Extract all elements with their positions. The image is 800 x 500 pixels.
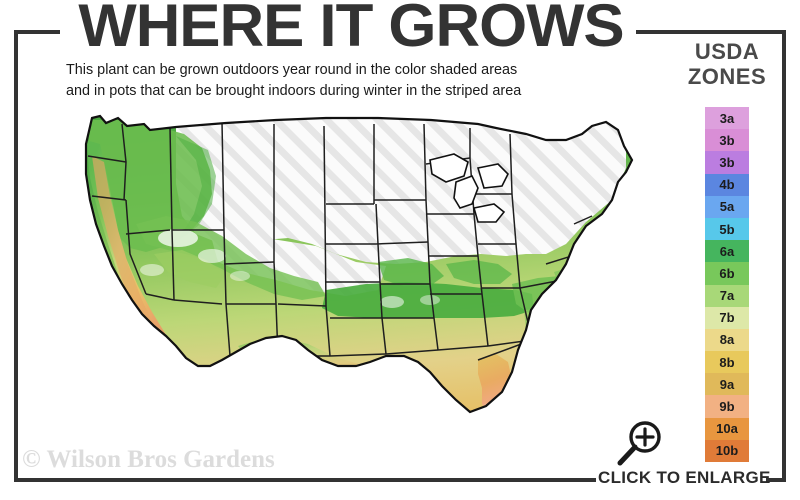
subtitle-line-2: and in pots that can be brought indoors … bbox=[66, 82, 522, 99]
click-to-enlarge-label[interactable]: CLICK TO ENLARGE bbox=[598, 468, 771, 487]
zone-swatch-8b: 8b bbox=[705, 351, 749, 374]
legend-heading: USDA ZONES bbox=[668, 39, 786, 89]
zone-swatch-5b: 5b bbox=[705, 217, 749, 241]
magnifier-svg bbox=[617, 421, 661, 466]
subtitle: This plant can be grown outdoors year ro… bbox=[66, 60, 632, 102]
map-great-lakes bbox=[429, 153, 509, 223]
map-mountain-green bbox=[136, 216, 326, 300]
zone-swatch-7b: 7b bbox=[705, 306, 749, 329]
zone-swatch-3b-1: 3b bbox=[705, 129, 749, 152]
legend-heading-line-2: ZONES bbox=[687, 63, 767, 89]
zone-swatch-9b: 9b bbox=[705, 395, 749, 418]
watermark: © Wilson Bros Gardens bbox=[22, 446, 275, 473]
subtitle-line-1: This plant can be grown outdoors year ro… bbox=[66, 62, 518, 78]
usda-zone-legend: 3a 3b 3b 4b 5a 5b 6a 6b 7a 7b 8a 8b 9a 9b 10a 10b bbox=[705, 107, 749, 462]
zone-swatch-7a: 7a bbox=[705, 284, 749, 307]
usda-hardiness-map[interactable] bbox=[26, 104, 676, 474]
zone-swatch-5a: 5a bbox=[705, 195, 749, 218]
frame-gap-top bbox=[60, 24, 636, 38]
zone-swatch-4b: 4b bbox=[705, 173, 749, 196]
map-outline bbox=[84, 114, 634, 414]
zone-swatch-6b: 6b bbox=[705, 262, 749, 285]
map-svg[interactable] bbox=[26, 104, 676, 474]
magnifier-plus-icon[interactable] bbox=[614, 418, 666, 470]
zone-swatch-8a: 8a bbox=[705, 328, 749, 352]
zone-swatch-3b-2: 3b bbox=[705, 151, 749, 174]
frame-gap-bottom bbox=[596, 474, 766, 488]
map-midwest-green bbox=[322, 258, 534, 318]
map-pacific-coast bbox=[86, 140, 184, 366]
zone-swatch-6a: 6a bbox=[705, 240, 749, 263]
zone-swatch-9a: 9a bbox=[705, 373, 749, 396]
page-title: WHERE IT GROWS bbox=[78, 0, 624, 59]
zone-swatch-10b: 10b bbox=[705, 439, 749, 462]
legend-heading-line-1: USDA bbox=[694, 39, 760, 64]
zone-swatch-10a: 10a bbox=[705, 417, 749, 440]
zone-swatch-3a: 3a bbox=[705, 107, 749, 130]
